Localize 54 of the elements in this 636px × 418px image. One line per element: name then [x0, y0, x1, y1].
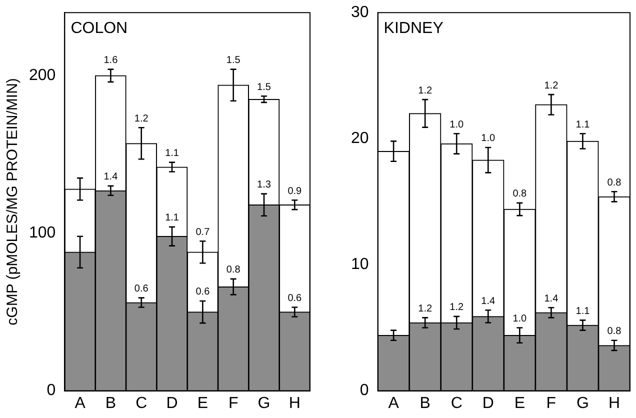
x-tick-label: F [546, 394, 556, 412]
annotation: 1.2 [418, 303, 432, 314]
x-tick-label: H [288, 394, 300, 412]
annotation: 1.5 [226, 55, 241, 66]
annotation: 1.1 [165, 148, 180, 160]
annotation: 1.3 [257, 180, 272, 191]
x-tick-label: D [166, 394, 178, 412]
annotation: 0.6 [288, 293, 302, 304]
annotation: 0.9 [288, 186, 302, 197]
annotation: 1.4 [481, 296, 496, 307]
annotation: 1.2 [134, 113, 149, 124]
y-tick-label: 20 [351, 130, 369, 148]
annotation: 1.2 [418, 85, 432, 96]
annotation: 1.1 [576, 119, 590, 130]
x-tick-label: B [420, 394, 430, 412]
annotation: 1.0 [481, 133, 496, 144]
annotation: 1.4 [544, 293, 559, 304]
annotation: 1.4 [104, 172, 118, 183]
annotation: 1.1 [165, 212, 180, 224]
annotation: 0.6 [196, 286, 210, 298]
annotation: 0.8 [607, 177, 622, 188]
y-tick-label: 10 [351, 256, 369, 274]
y-axis-title: cGMP (pMOLES/MG PROTEIN/MIN) [4, 78, 22, 326]
annotation: 0.8 [226, 264, 241, 276]
y-tick-label: 0 [360, 382, 369, 400]
annotation: 0.8 [607, 326, 622, 338]
x-tick-label: B [105, 394, 116, 412]
x-tick-label: C [136, 394, 148, 412]
x-tick-label: G [576, 394, 589, 412]
x-tick-label: A [388, 394, 400, 412]
x-tick-label: C [450, 394, 462, 412]
text: KIDNEY [384, 20, 444, 38]
text: COLON [70, 20, 128, 38]
annotation: 1.2 [450, 302, 464, 314]
y-tick-label: 200 [28, 67, 56, 84]
annotation: 1.5 [257, 82, 272, 93]
x-tick-label: E [197, 394, 208, 412]
x-tick-label: D [482, 394, 494, 412]
annotation: 1.0 [512, 314, 528, 325]
y-tick-label: 30 [351, 4, 369, 22]
x-tick-label: G [258, 394, 270, 412]
y-tick-label: 100 [28, 224, 56, 242]
annotation: 0.6 [134, 284, 149, 295]
y-tick-label: 0 [46, 382, 56, 400]
annotation: 1.6 [104, 55, 118, 66]
annotation: 1.0 [450, 119, 464, 130]
annotation: 0.7 [196, 226, 210, 238]
x-tick-label: A [74, 394, 86, 412]
x-tick-label: H [608, 394, 620, 412]
annotation: 0.8 [512, 188, 528, 200]
x-tick-label: E [514, 394, 525, 412]
x-tick-label: F [228, 394, 238, 412]
annotation: 1.2 [544, 80, 559, 92]
annotation: 1.1 [576, 306, 590, 317]
